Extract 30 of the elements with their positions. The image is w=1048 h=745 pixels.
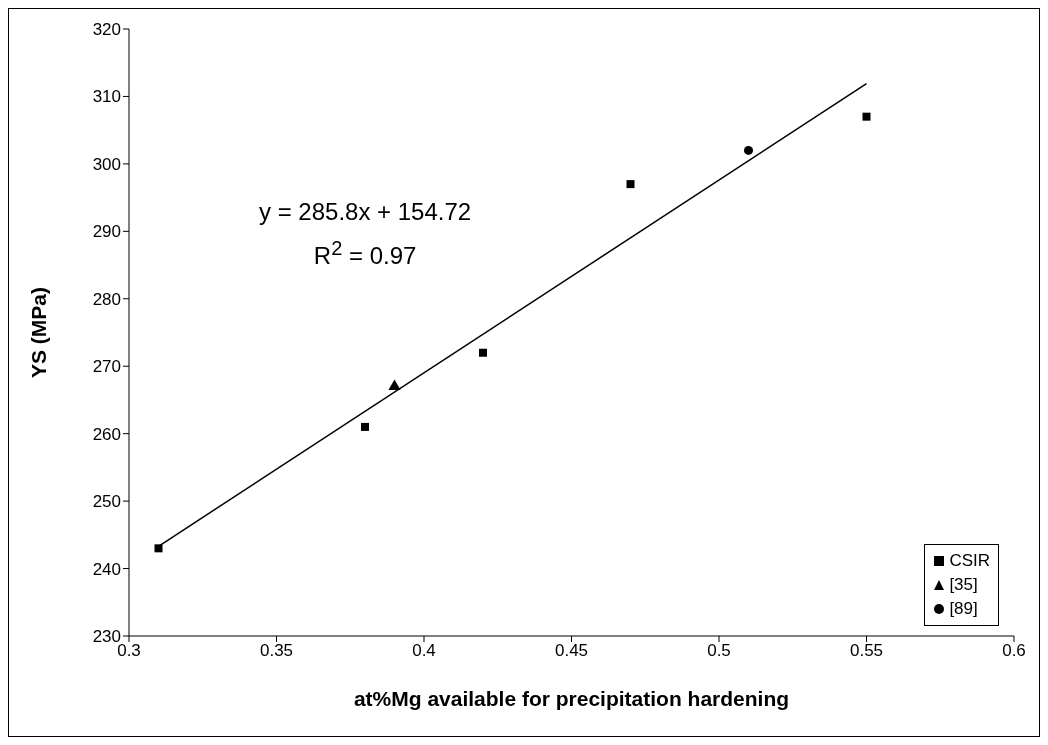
x-tick-label: 0.55 [849, 641, 884, 661]
y-tick-label: 270 [92, 357, 121, 377]
x-tick-label: 0.5 [707, 641, 731, 661]
annotation: y = 285.8x + 154.72 [259, 197, 472, 227]
point [388, 379, 401, 390]
annotation: R$^{2}$ = 0.97 [312, 236, 418, 271]
point [862, 112, 871, 121]
point [361, 422, 369, 431]
y-tick-label: 320 [92, 20, 121, 40]
y-tick-label: 250 [92, 492, 121, 512]
x-axis-title: at%Mg available for precipitation hardening [353, 687, 790, 710]
y-tick-label: 260 [92, 424, 121, 444]
y-axis-title: YS (MPa) [27, 286, 51, 379]
x-tick-label: 0.45 [554, 641, 589, 661]
y-tick-label: 300 [92, 154, 121, 174]
x-tick-label: 0.35 [259, 641, 294, 661]
point [154, 544, 163, 553]
y-tick-label: 310 [92, 87, 121, 107]
point [479, 348, 487, 357]
y-tick-label: 280 [92, 289, 121, 309]
y-tick-label: 290 [92, 222, 121, 242]
point [626, 180, 635, 189]
point [743, 145, 754, 155]
legend-label: [35] [949, 574, 978, 596]
legend-label: [89] [949, 598, 978, 620]
x-tick-label: 0.6 [1002, 641, 1026, 661]
legend-label: CSIR [949, 550, 990, 572]
y-tick-label: 240 [92, 559, 121, 579]
x-tick-label: 0.4 [412, 641, 436, 661]
x-tick-label: 0.3 [117, 641, 141, 661]
